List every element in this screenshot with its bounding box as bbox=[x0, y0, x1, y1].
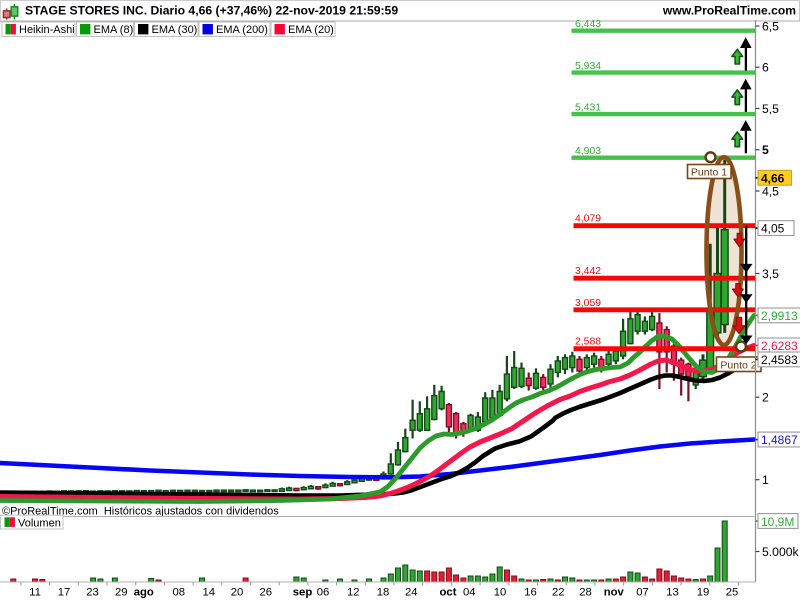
svg-text:25: 25 bbox=[726, 587, 739, 599]
svg-text:2,6283: 2,6283 bbox=[761, 339, 798, 353]
svg-text:2,9913: 2,9913 bbox=[761, 309, 798, 323]
svg-text:©ProRealTime.com Históricos a: ©ProRealTime.com Históricos ajustados co… bbox=[2, 506, 279, 518]
svg-text:5,5: 5,5 bbox=[762, 102, 779, 116]
svg-text:Punto 1: Punto 1 bbox=[691, 167, 727, 179]
svg-text:16: 16 bbox=[524, 587, 537, 599]
svg-text:6: 6 bbox=[762, 61, 769, 75]
svg-text:20: 20 bbox=[231, 587, 244, 599]
svg-text:EMA (20): EMA (20) bbox=[288, 24, 334, 36]
svg-text:Punto 2: Punto 2 bbox=[720, 360, 756, 372]
svg-text:08: 08 bbox=[173, 587, 186, 599]
svg-text:www.ProRealTime.com: www.ProRealTime.com bbox=[662, 4, 796, 18]
svg-text:19: 19 bbox=[697, 587, 710, 599]
svg-text:Heikin-Ashi: Heikin-Ashi bbox=[19, 24, 75, 36]
svg-text:4,05: 4,05 bbox=[761, 222, 785, 236]
svg-text:13: 13 bbox=[666, 587, 679, 599]
svg-text:17: 17 bbox=[58, 587, 71, 599]
svg-text:22: 22 bbox=[552, 587, 565, 599]
svg-text:EMA (8): EMA (8) bbox=[94, 24, 134, 36]
svg-text:07: 07 bbox=[636, 587, 649, 599]
svg-text:26: 26 bbox=[260, 587, 273, 599]
svg-text:06: 06 bbox=[317, 587, 330, 599]
svg-text:1: 1 bbox=[762, 473, 769, 487]
svg-text:24: 24 bbox=[405, 587, 418, 599]
svg-text:Volumen: Volumen bbox=[18, 517, 61, 529]
svg-text:nov: nov bbox=[604, 587, 625, 599]
svg-text:5.000k: 5.000k bbox=[762, 545, 799, 559]
svg-text:5,431: 5,431 bbox=[575, 103, 601, 114]
svg-text:11: 11 bbox=[29, 587, 41, 599]
svg-text:4,5: 4,5 bbox=[762, 185, 779, 199]
svg-text:2: 2 bbox=[762, 391, 769, 405]
svg-text:04: 04 bbox=[463, 587, 476, 599]
svg-text:2,4583: 2,4583 bbox=[761, 353, 798, 367]
svg-text:10,9M: 10,9M bbox=[761, 515, 794, 529]
svg-text:28: 28 bbox=[579, 587, 592, 599]
svg-text:14: 14 bbox=[203, 587, 216, 599]
svg-text:12: 12 bbox=[347, 587, 360, 599]
svg-text:5: 5 bbox=[762, 143, 769, 157]
svg-text:3,059: 3,059 bbox=[575, 298, 601, 309]
svg-text:10: 10 bbox=[494, 587, 507, 599]
svg-text:1,4867: 1,4867 bbox=[761, 433, 798, 447]
svg-text:sep: sep bbox=[293, 587, 313, 599]
svg-text:4,079: 4,079 bbox=[575, 214, 601, 225]
svg-text:3,442: 3,442 bbox=[575, 266, 601, 277]
svg-text:ago: ago bbox=[134, 587, 154, 599]
svg-text:23: 23 bbox=[86, 587, 99, 599]
svg-text:STAGE STORES INC. Diario 4,66: STAGE STORES INC. Diario 4,66 (+37,46%) … bbox=[25, 4, 398, 18]
svg-text:4,66: 4,66 bbox=[761, 171, 785, 185]
svg-text:5,934: 5,934 bbox=[575, 61, 601, 72]
svg-text:oct: oct bbox=[440, 587, 457, 599]
svg-text:EMA (30): EMA (30) bbox=[152, 24, 198, 36]
svg-text:6,5: 6,5 bbox=[762, 20, 779, 34]
svg-text:EMA (200): EMA (200) bbox=[216, 24, 268, 36]
svg-text:6,443: 6,443 bbox=[575, 19, 601, 30]
svg-text:3,5: 3,5 bbox=[762, 267, 779, 281]
svg-text:4,903: 4,903 bbox=[575, 146, 601, 157]
svg-text:2,588: 2,588 bbox=[575, 337, 601, 348]
svg-text:29: 29 bbox=[115, 587, 128, 599]
svg-text:18: 18 bbox=[377, 587, 390, 599]
